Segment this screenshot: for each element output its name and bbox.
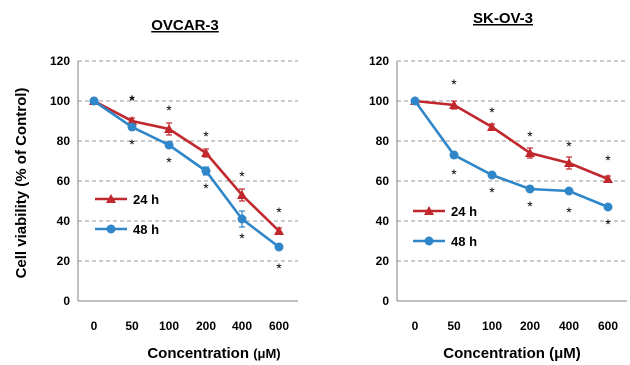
data-point-24h (164, 124, 174, 133)
significance-asterisk: * (566, 204, 572, 220)
significance-asterisk: * (451, 166, 457, 182)
y-tick-label: 120 (369, 54, 389, 68)
y-tick-label: 20 (376, 254, 390, 268)
data-point-48h (274, 242, 284, 252)
x-axis-title-ovcar3: Concentration (147, 345, 249, 362)
x-tick-label: 100 (159, 319, 179, 333)
legend-label-24h: 24 h (133, 192, 159, 207)
x-tick-label: 50 (125, 319, 139, 333)
significance-asterisk: * (203, 128, 209, 144)
significance-asterisk: * (566, 138, 572, 154)
data-point-48h (449, 150, 459, 160)
chart-title-ovcar3: OVCAR-3 (151, 17, 219, 34)
significance-asterisk: * (129, 92, 135, 108)
significance-asterisk: * (605, 152, 611, 168)
data-point-48h (603, 202, 613, 212)
significance-asterisk: * (239, 230, 245, 246)
chart-ovcar3: OVCAR-3 0 20 40 60 80 100 120 0 50 100 200 400 600 24… (13, 17, 298, 362)
significance-asterisk: * (203, 180, 209, 196)
legend-label-48h: 48 h (451, 234, 477, 249)
data-point-24h (564, 158, 574, 167)
series-line-48h (413, 100, 609, 209)
data-point-48h (410, 96, 420, 106)
significance-asterisk: * (129, 136, 135, 152)
significance-asterisk: * (605, 216, 611, 232)
data-point-24h (525, 148, 535, 157)
x-tick-label: 200 (520, 319, 540, 333)
x-tick-label: 50 (447, 319, 461, 333)
data-point-48h (164, 140, 174, 150)
y-tick-label: 60 (376, 174, 390, 188)
data-point-48h (237, 214, 247, 224)
series-line-24h (414, 99, 609, 181)
plot-area-ovcar3: 0 20 40 60 80 100 120 0 50 100 200 400 600 24 h 48 h * *… (50, 54, 298, 333)
data-point-24h (201, 148, 211, 157)
x-tick-label: 600 (269, 319, 289, 333)
legend-marker-24h (106, 194, 116, 203)
x-tick-label: 200 (196, 319, 216, 333)
y-tick-label: 0 (63, 294, 70, 308)
legend-marker-48h (106, 224, 116, 234)
x-axis-title-skov3: Concentration (443, 345, 545, 362)
x-tick-label: 100 (482, 319, 502, 333)
significance-asterisk: * (166, 154, 172, 170)
data-point-48h (127, 122, 137, 132)
y-tick-label: 80 (57, 134, 71, 148)
data-point-24h (127, 116, 137, 125)
significance-asterisk: * (451, 76, 457, 92)
x-axis-unit-skov3: (μM) (549, 345, 581, 362)
data-point-24h (237, 190, 247, 199)
x-axis-label-skov3: Concentration (μM) (443, 345, 581, 362)
plot-area-skov3: 0 20 40 60 80 100 120 0 50 100 200 400 600 24 h 48 h * *… (369, 54, 627, 333)
significance-asterisk: * (276, 204, 282, 220)
x-axis-label-ovcar3: Concentration (μM) (147, 345, 280, 362)
y-tick-label: 100 (50, 94, 70, 108)
x-axis-unit-ovcar3: (μM) (253, 346, 280, 361)
y-tick-label: 60 (57, 174, 71, 188)
x-tick-label: 600 (598, 319, 618, 333)
data-point-24h (487, 122, 497, 131)
legend-label-24h: 24 h (451, 204, 477, 219)
significance-asterisk: * (527, 128, 533, 144)
series-line-48h (93, 99, 280, 249)
data-point-24h (274, 226, 284, 235)
data-point-24h (449, 100, 459, 109)
chart-skov3: SK-OV-3 0 20 40 60 80 100 120 0 50 100 200 400 600 24… (369, 10, 627, 362)
x-tick-label: 0 (412, 319, 419, 333)
x-tick-label: 400 (559, 319, 579, 333)
y-tick-label: 20 (57, 254, 71, 268)
y-tick-label: 120 (50, 54, 70, 68)
y-axis-label-ovcar3: Cell viability (% of Control) (13, 88, 30, 279)
data-point-48h (201, 166, 211, 176)
significance-asterisk: * (527, 198, 533, 214)
y-tick-label: 40 (376, 214, 390, 228)
legend-marker-48h (424, 236, 434, 246)
series-line-24h (93, 99, 280, 232)
y-tick-label: 100 (369, 94, 389, 108)
significance-asterisk: * (276, 260, 282, 276)
y-tick-label: 0 (382, 294, 389, 308)
data-point-48h (525, 184, 535, 194)
data-point-24h (603, 174, 613, 183)
x-tick-label: 0 (91, 319, 98, 333)
y-tick-label: 40 (57, 214, 71, 228)
legend-label-48h: 48 h (133, 222, 159, 237)
data-point-48h (89, 96, 99, 106)
data-point-48h (487, 170, 497, 180)
legend-marker-24h (424, 206, 434, 215)
y-tick-label: 80 (376, 134, 390, 148)
significance-asterisk: * (239, 168, 245, 184)
significance-asterisk: * (489, 104, 495, 120)
x-tick-label: 400 (232, 319, 252, 333)
significance-asterisk: * (166, 102, 172, 118)
significance-asterisk: * (489, 184, 495, 200)
data-point-48h (564, 186, 574, 196)
chart-title-skov3: SK-OV-3 (473, 10, 533, 27)
